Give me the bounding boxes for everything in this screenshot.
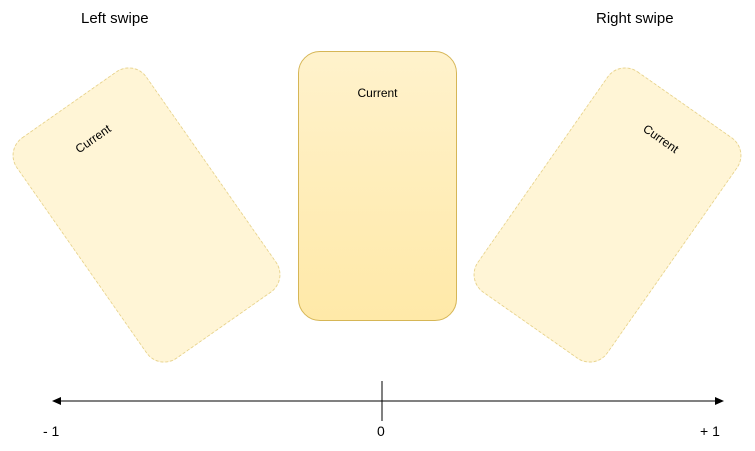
axis-max-label: + 1 [700,423,720,439]
current-card-label: Current [357,86,398,100]
axis-left-arrowhead [52,397,61,405]
left-swipe-heading: Left swipe [81,10,149,27]
axis-center-label: 0 [377,423,385,439]
right-swipe-heading: Right swipe [596,10,674,27]
current-card: Current [298,51,457,321]
axis-min-label: - 1 [43,423,60,439]
axis-right-arrowhead [715,397,724,405]
